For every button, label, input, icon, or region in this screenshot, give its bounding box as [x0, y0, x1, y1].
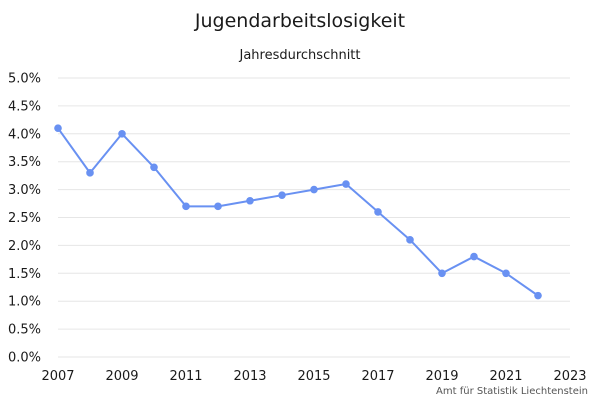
data-point	[502, 269, 510, 278]
data-point	[534, 291, 542, 300]
y-tick-label: 2.0%	[8, 239, 41, 254]
x-tick-label: 2011	[169, 369, 202, 384]
data-point	[438, 269, 446, 278]
credit-text: Amt für Statistik Liechtenstein	[436, 386, 588, 397]
chart-title: Jugendarbeitslosigkeit	[194, 10, 405, 32]
x-tick-label: 2015	[297, 369, 330, 384]
data-point	[406, 236, 414, 244]
y-tick-label: 3.5%	[8, 155, 41, 170]
x-tick-label: 2019	[425, 369, 458, 384]
y-tick-label: 4.0%	[8, 127, 41, 142]
y-axis-ticks: 0.0% 0.5% 1.0% 1.5% 2.0% 2.5% 3.0% 3.5% 4.0% 4.5%…	[8, 72, 41, 366]
gridlines	[58, 77, 570, 358]
series-line	[57, 127, 539, 297]
data-point	[118, 130, 126, 138]
x-tick-label: 2017	[361, 369, 394, 384]
data-point	[246, 196, 254, 205]
x-tick-label: 2023	[553, 369, 586, 384]
x-tick-label: 2007	[41, 369, 74, 384]
series-layer	[54, 124, 542, 300]
data-point	[182, 202, 190, 211]
chart-subtitle: Jahresdurchschnitt	[238, 48, 360, 63]
x-tick-label: 2021	[489, 369, 522, 384]
y-tick-label: 0.5%	[8, 323, 41, 338]
y-tick-label: 4.5%	[8, 99, 41, 114]
x-tick-label: 2009	[105, 369, 138, 384]
data-point	[470, 252, 478, 261]
data-point	[278, 191, 286, 199]
data-point	[150, 163, 158, 172]
data-point	[54, 124, 62, 133]
x-tick-label: 2013	[233, 369, 266, 384]
y-tick-label: 2.5%	[8, 211, 41, 226]
data-point	[310, 185, 318, 194]
y-tick-label: 1.5%	[8, 267, 41, 282]
y-tick-label: 5.0%	[8, 72, 41, 87]
y-tick-label: 1.0%	[8, 295, 41, 310]
data-point	[214, 202, 222, 211]
y-tick-label: 0.0%	[8, 351, 41, 366]
data-point	[374, 208, 382, 216]
y-tick-label: 3.0%	[8, 183, 41, 198]
x-axis-ticks: 2007 2009 2011 2013 2015 2017 2019 2021 2023	[41, 369, 586, 384]
data-point	[342, 180, 350, 188]
data-point	[86, 169, 94, 177]
